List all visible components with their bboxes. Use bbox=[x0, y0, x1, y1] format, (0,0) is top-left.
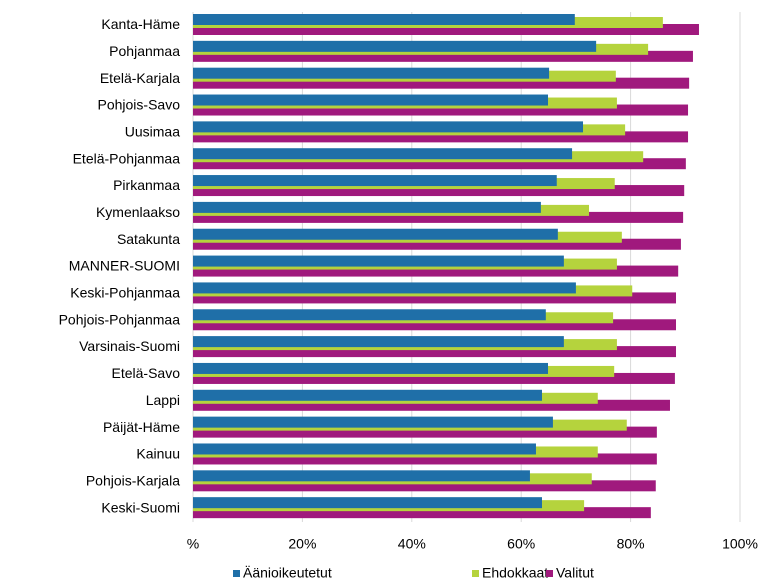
y-tick-label: Pohjois-Savo bbox=[98, 97, 181, 113]
bar bbox=[193, 362, 549, 374]
bar bbox=[193, 104, 689, 116]
y-tick-label: Pohjanmaa bbox=[109, 43, 180, 59]
y-tick-label: Kainuu bbox=[136, 446, 180, 462]
bar bbox=[193, 185, 685, 197]
y-tick-label: Kymenlaakso bbox=[96, 204, 180, 220]
bar bbox=[193, 121, 584, 133]
legend-label: Äänioikeutetut bbox=[243, 565, 332, 581]
x-tick-label: 20% bbox=[288, 536, 316, 552]
bar bbox=[193, 282, 576, 294]
legend-label: Valitut bbox=[556, 565, 594, 581]
x-tick-label: 100% bbox=[722, 536, 758, 552]
y-tick-label: Pirkanmaa bbox=[113, 177, 180, 193]
bar bbox=[193, 426, 657, 438]
bar bbox=[193, 319, 677, 331]
y-tick-label: Satakunta bbox=[117, 231, 180, 247]
bar bbox=[193, 346, 677, 358]
bar bbox=[193, 40, 597, 52]
y-tick-label: Kanta-Häme bbox=[101, 16, 180, 32]
bar bbox=[193, 309, 546, 321]
bar bbox=[193, 94, 549, 106]
bar bbox=[193, 211, 684, 223]
legend-swatch bbox=[472, 570, 479, 577]
bar bbox=[193, 14, 575, 25]
bar bbox=[193, 336, 564, 348]
y-tick-label: Keski-Pohjanmaa bbox=[70, 285, 180, 301]
bar bbox=[193, 453, 657, 465]
legend-label: Ehdokkaat bbox=[482, 565, 548, 581]
bar bbox=[193, 158, 686, 170]
bar bbox=[193, 470, 530, 482]
bar bbox=[193, 480, 656, 492]
bar bbox=[193, 265, 679, 277]
bar bbox=[193, 497, 542, 509]
bar bbox=[193, 67, 550, 79]
y-tick-label: Pohjois-Pohjanmaa bbox=[59, 311, 181, 327]
bar bbox=[193, 255, 564, 267]
bar bbox=[193, 148, 573, 160]
bar bbox=[193, 389, 542, 401]
y-tick-label: Etelä-Karjala bbox=[100, 70, 180, 86]
bar bbox=[193, 24, 699, 35]
y-tick-label: MANNER-SUOMI bbox=[69, 258, 180, 274]
x-tick-label: 80% bbox=[617, 536, 645, 552]
bar bbox=[193, 238, 681, 250]
bar bbox=[193, 228, 558, 240]
x-tick-label: 40% bbox=[398, 536, 426, 552]
bar bbox=[193, 50, 693, 62]
legend-swatch bbox=[233, 570, 240, 577]
bar bbox=[193, 399, 670, 411]
bar bbox=[193, 292, 677, 304]
bar bbox=[193, 175, 557, 187]
bar bbox=[193, 416, 553, 428]
y-tick-label: Keski-Suomi bbox=[101, 499, 180, 515]
y-tick-label: Etelä-Pohjanmaa bbox=[73, 150, 181, 166]
y-tick-label: Lappi bbox=[146, 392, 180, 408]
legend-swatch bbox=[546, 570, 553, 577]
y-tick-label: Pohjois-Karjala bbox=[86, 472, 180, 488]
bar bbox=[193, 443, 536, 455]
x-tick-label: 60% bbox=[507, 536, 535, 552]
bar bbox=[193, 507, 651, 519]
bar bbox=[193, 77, 690, 89]
y-tick-label: Päijät-Häme bbox=[103, 419, 180, 435]
bar bbox=[193, 201, 541, 213]
y-tick-label: Etelä-Savo bbox=[112, 365, 181, 381]
y-tick-label: Varsinais-Suomi bbox=[79, 338, 180, 354]
x-tick-label: % bbox=[187, 536, 199, 552]
bar bbox=[193, 372, 675, 384]
bar bbox=[193, 131, 689, 143]
y-tick-label: Uusimaa bbox=[125, 123, 180, 139]
